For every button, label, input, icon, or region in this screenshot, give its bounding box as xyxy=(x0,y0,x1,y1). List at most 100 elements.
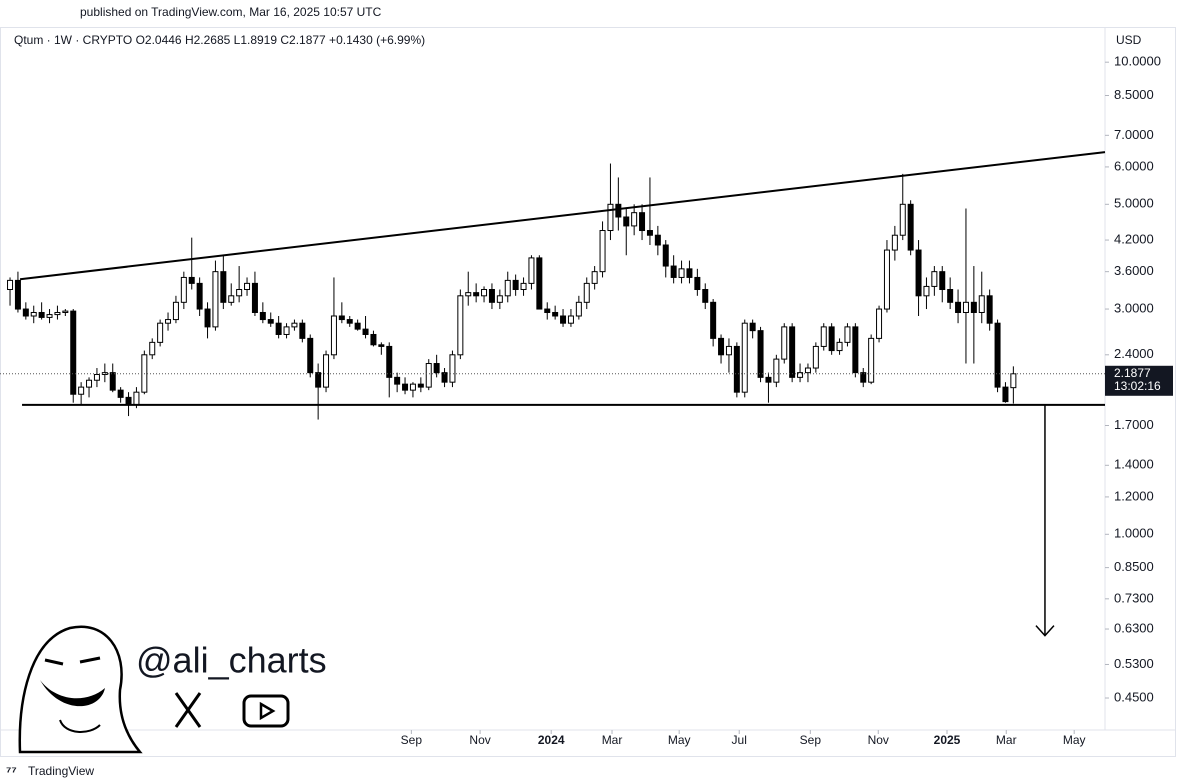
avatar xyxy=(18,625,143,754)
watermark: @ali_charts xyxy=(136,640,327,681)
plot: 10.0000 8.5000 7.0000 6.0000 5.0000 4.2000 3.6… xyxy=(0,54,1173,747)
candle-body xyxy=(567,315,574,324)
candle-body xyxy=(773,358,780,383)
y-tick-label: 4.2000 xyxy=(1114,231,1154,246)
candle-body xyxy=(725,345,732,356)
candle-body xyxy=(473,292,480,297)
y-tick-label: 2.4000 xyxy=(1114,346,1154,361)
candle-body xyxy=(947,289,954,303)
candle-body xyxy=(552,311,559,317)
currency: USD xyxy=(1116,33,1142,47)
x-tick-label: Sep xyxy=(401,733,423,747)
candle-body xyxy=(615,203,622,218)
candle-body xyxy=(955,301,962,313)
y-tick-label: 0.6300 xyxy=(1114,620,1154,635)
y-tick-label: 3.6000 xyxy=(1114,263,1154,278)
candle-body xyxy=(686,268,693,278)
candle-body xyxy=(457,295,464,356)
header: published on TradingView.com, Mar 16, 20… xyxy=(80,5,382,19)
logo-mark: ⁷⁷ xyxy=(6,763,17,778)
candle-body xyxy=(338,315,345,321)
candle-body xyxy=(117,389,124,398)
candle-body xyxy=(323,354,330,388)
candle-body xyxy=(283,326,290,335)
candle-body xyxy=(417,383,424,388)
x-tick-label: May xyxy=(1063,733,1086,747)
candle-body xyxy=(465,292,472,297)
legend: Qtum · 1W · CRYPTO O2.0446 H2.2685 L1.89… xyxy=(14,33,425,47)
last-price-label: 2.1877 xyxy=(1114,366,1151,380)
candle-body xyxy=(402,383,409,391)
y-tick-label: 0.8500 xyxy=(1114,559,1154,574)
candle-body xyxy=(710,301,717,339)
candle-body xyxy=(512,279,519,291)
candle-body xyxy=(251,282,258,313)
candle-body xyxy=(631,212,638,227)
candle-body xyxy=(441,372,448,383)
candle-body xyxy=(409,383,416,391)
candle-body xyxy=(789,326,796,378)
candle-body xyxy=(1002,386,1009,403)
candle-body xyxy=(267,319,274,324)
candle-body xyxy=(133,391,140,406)
candle-body xyxy=(812,345,819,369)
y-tick-label: 1.4000 xyxy=(1114,457,1154,472)
x-tick-label: Jul xyxy=(732,733,747,747)
x-tick-label: Mar xyxy=(996,733,1017,747)
countdown: 13:02:16 xyxy=(1114,379,1161,393)
candle-body xyxy=(275,322,282,335)
candle-body xyxy=(670,265,677,278)
candle-body xyxy=(733,345,740,393)
candle-body xyxy=(46,314,53,318)
candle-body xyxy=(30,311,37,317)
candle-body xyxy=(765,376,772,383)
candle-body xyxy=(883,249,890,310)
youtube-icon xyxy=(242,694,290,728)
candle-body xyxy=(962,301,969,313)
candle-body xyxy=(907,203,914,251)
candle-body xyxy=(330,315,337,356)
candle-body xyxy=(978,295,985,313)
candle-body xyxy=(623,216,630,227)
candle-body xyxy=(639,212,646,232)
last-price-box xyxy=(1105,365,1173,396)
candle-body xyxy=(22,308,29,317)
candle-body xyxy=(694,276,701,291)
candle-body xyxy=(591,271,598,284)
y-tick-label: 0.4500 xyxy=(1114,689,1154,704)
candle-body xyxy=(378,344,385,347)
candle-body xyxy=(101,372,108,376)
candle-body xyxy=(496,295,503,303)
candle-body xyxy=(62,310,69,313)
candle-body xyxy=(78,386,85,395)
candle-body xyxy=(204,308,211,328)
candle-body xyxy=(315,372,322,388)
candle-body xyxy=(299,322,306,339)
candle-body xyxy=(994,322,1001,388)
candle-body xyxy=(583,282,590,303)
candle-body xyxy=(891,234,898,251)
candle-body xyxy=(923,285,930,297)
candle-body xyxy=(236,289,243,297)
candle-body xyxy=(481,289,488,297)
candle-body xyxy=(370,333,377,346)
candle-body xyxy=(307,337,314,374)
candle-body xyxy=(259,311,266,321)
candle-body xyxy=(449,354,456,383)
y-tick-label: 0.5300 xyxy=(1114,656,1154,671)
x-tick-label: Mar xyxy=(602,733,623,747)
y-tick-label: 0.7300 xyxy=(1114,590,1154,605)
candle-body xyxy=(14,279,21,310)
y-tick-label: 10.0000 xyxy=(1114,54,1161,69)
candle-body xyxy=(228,295,235,303)
candle-body xyxy=(520,282,527,291)
x-tick-label: Sep xyxy=(800,733,822,747)
candle-body xyxy=(188,276,195,284)
x-tick-label: 2025 xyxy=(934,733,961,747)
candle-body xyxy=(172,301,179,321)
candle-body xyxy=(702,289,709,303)
candle-body xyxy=(970,301,977,313)
y-tick-label: 7.0000 xyxy=(1114,127,1154,142)
